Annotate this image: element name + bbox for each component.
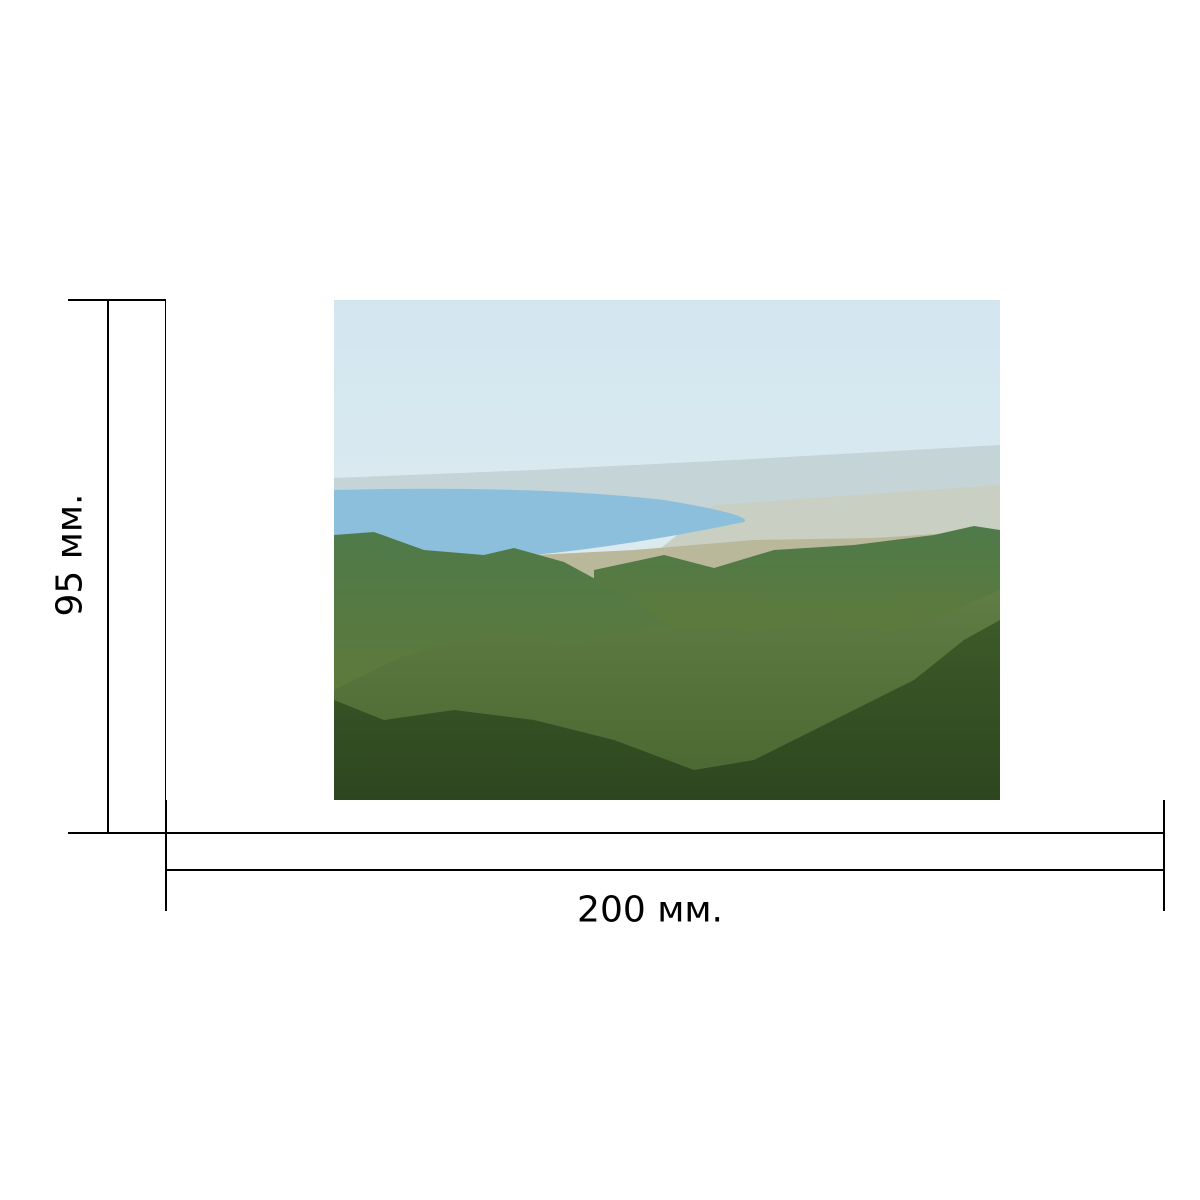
width-line-top	[166, 832, 1164, 834]
width-label: 200 мм.	[577, 889, 723, 931]
mid-ridge-right	[594, 526, 1000, 640]
height-tick-bottom	[68, 832, 166, 834]
width-tick-left	[165, 800, 167, 911]
height-label: 95 мм.	[49, 493, 91, 617]
foreground-forest	[334, 620, 1000, 800]
landscape-photo	[334, 300, 1000, 800]
width-tick-right	[1163, 800, 1165, 911]
height-tick-top	[68, 299, 166, 301]
sea	[334, 488, 745, 555]
height-line-inner	[165, 300, 166, 833]
width-line-bottom	[166, 869, 1164, 871]
height-line-outer	[107, 300, 109, 833]
